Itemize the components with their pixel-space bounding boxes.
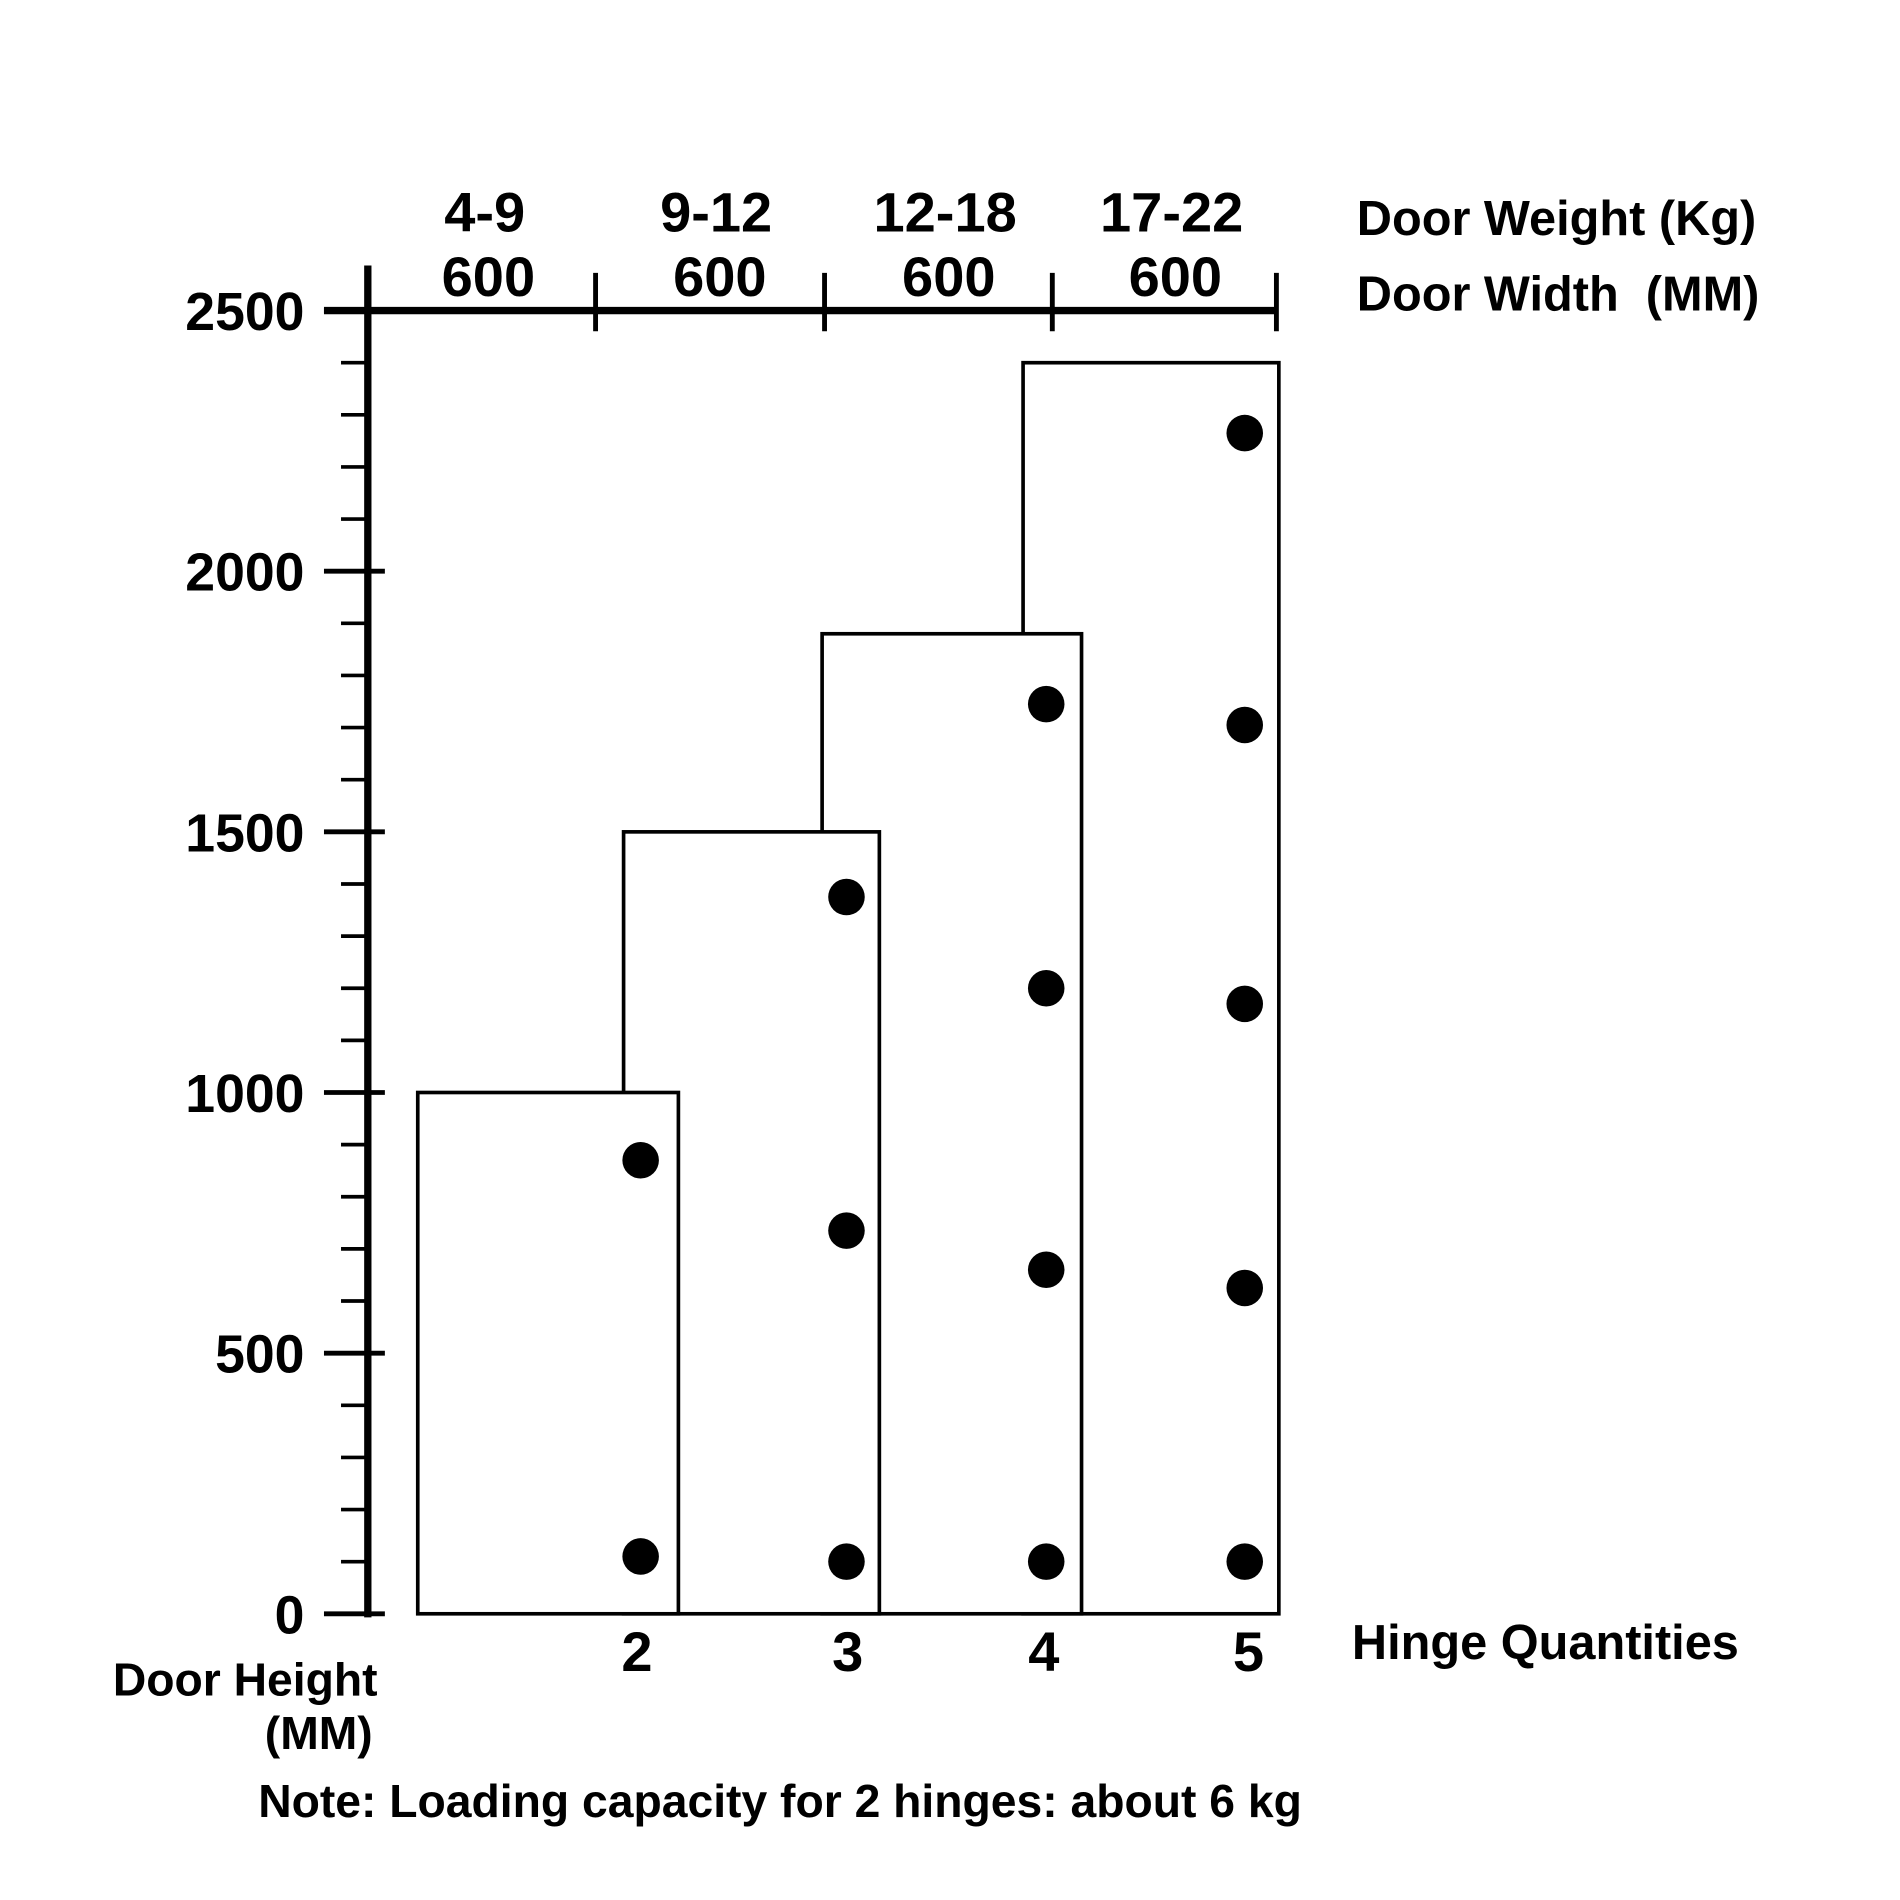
hinge-dot (828, 1212, 865, 1249)
y-axis-label-line1: Door Height (113, 1653, 378, 1705)
door-weight-label: 12-18 (873, 180, 1016, 243)
bar-group (415, 1090, 681, 1616)
hinge-dot (1027, 685, 1065, 723)
y-tick-label: 500 (215, 1325, 304, 1385)
door-weight-label: 17-22 (1100, 180, 1243, 243)
y-tick-label: 1500 (185, 803, 304, 863)
hinge-dot (1226, 1543, 1264, 1580)
door-weight-label: 9-12 (660, 180, 772, 243)
hinge-dot (622, 1538, 659, 1575)
bar (415, 1090, 681, 1616)
hinge-dot (1027, 1543, 1065, 1580)
hinge-dot (1027, 969, 1065, 1007)
y-tick-label: 0 (275, 1585, 305, 1645)
y-axis-label-line2: (MM) (265, 1707, 373, 1759)
door-width-label: 600 (442, 245, 535, 308)
top-label-weight: Door Weight (Kg) (1357, 192, 1756, 246)
hinge-dot (1027, 1251, 1065, 1289)
note: Note: Loading capacity for 2 hinges: abo… (258, 1775, 1302, 1827)
y-tick-label: 2500 (185, 282, 304, 342)
y-tick-label: 1000 (185, 1064, 304, 1124)
door-width-label: 600 (673, 245, 766, 308)
hinge-dot (1226, 414, 1264, 452)
top-label-width: Door Width (MM) (1357, 268, 1760, 322)
door-weight-label: 4-9 (444, 180, 525, 243)
hinge-quantity-label: 2 (621, 1620, 652, 1683)
hinge-dot (828, 878, 865, 916)
hinge-quantity-label: 3 (832, 1620, 863, 1683)
hinge-quantity-label: 4 (1028, 1620, 1059, 1683)
hinge-dot (1226, 985, 1264, 1023)
hinge-dot (1226, 706, 1264, 744)
x-axis-label: Hinge Quantities (1352, 1616, 1739, 1670)
y-tick-label: 2000 (185, 543, 304, 603)
hinge-dot (622, 1141, 659, 1179)
hinge-dot (1226, 1269, 1264, 1307)
hinge-quantity-label: 5 (1233, 1620, 1264, 1683)
hinge-dot (828, 1543, 865, 1580)
door-width-label: 600 (902, 245, 995, 308)
door-width-label: 600 (1129, 245, 1222, 308)
